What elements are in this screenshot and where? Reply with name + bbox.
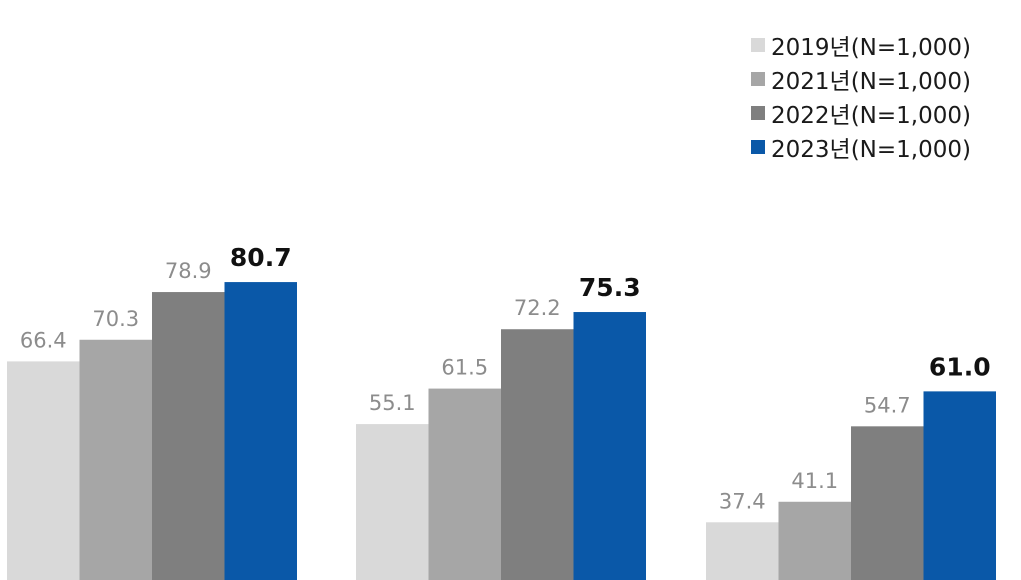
legend: 2019년(N=1,000) 2021년(N=1,000) 2022년(N=1,… <box>751 28 971 164</box>
legend-swatch-2022 <box>751 106 765 120</box>
bar-1-0 <box>79 339 152 580</box>
legend-swatch-2021 <box>751 72 765 86</box>
data-label-1-1: 61.5 <box>441 356 488 380</box>
data-label-1-0: 70.3 <box>92 307 139 331</box>
data-label-3-2: 61.0 <box>929 352 991 381</box>
bar-2-1 <box>501 329 574 580</box>
data-label-2-1: 72.2 <box>514 296 561 320</box>
legend-label-2022: 2022년(N=1,000) <box>771 103 971 129</box>
bar-3-0 <box>224 282 297 580</box>
legend-label-2019: 2019년(N=1,000) <box>771 35 971 61</box>
bar-3-1 <box>573 312 646 580</box>
data-label-1-2: 41.1 <box>791 469 838 493</box>
data-label-0-2: 37.4 <box>719 489 766 513</box>
data-label-3-0: 80.7 <box>230 243 292 272</box>
bar-3-2 <box>923 391 996 580</box>
data-label-0-1: 55.1 <box>369 391 416 415</box>
legend-item-2022: 2022년(N=1,000) <box>751 96 971 130</box>
legend-label-2023: 2023년(N=1,000) <box>771 137 971 163</box>
legend-label-2021: 2021년(N=1,000) <box>771 69 971 95</box>
bar-0-2 <box>706 522 779 580</box>
legend-item-2023: 2023년(N=1,000) <box>751 130 971 164</box>
data-label-2-0: 78.9 <box>165 259 212 283</box>
bar-0-1 <box>356 424 429 580</box>
legend-item-2021: 2021년(N=1,000) <box>751 62 971 96</box>
bar-2-2 <box>851 426 924 580</box>
bar-0-0 <box>7 361 80 580</box>
bar-1-1 <box>428 388 501 580</box>
legend-swatch-2023 <box>751 140 765 154</box>
bar-2-0 <box>152 292 225 580</box>
legend-swatch-2019 <box>751 38 765 52</box>
data-label-3-1: 75.3 <box>579 273 641 302</box>
legend-item-2019: 2019년(N=1,000) <box>751 28 971 62</box>
data-label-0-0: 66.4 <box>20 328 67 352</box>
data-label-2-2: 54.7 <box>864 393 911 417</box>
bar-1-2 <box>778 501 851 580</box>
